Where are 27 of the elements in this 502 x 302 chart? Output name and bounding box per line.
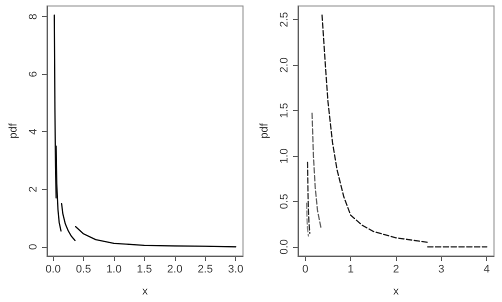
- x-axis-title: x: [142, 286, 148, 298]
- x-tick-label: 1.5: [136, 264, 152, 276]
- x-tick-label: 4: [484, 264, 490, 276]
- x-tick-label: 0.0: [45, 264, 61, 276]
- y-tick-label: 1.0: [278, 148, 290, 164]
- y-tick-label: 1.5: [278, 102, 290, 118]
- x-tick-label: 3.0: [228, 264, 244, 276]
- y-tick-label: 2: [28, 186, 40, 192]
- y-tick-label: 0: [28, 244, 40, 250]
- y-tick-label: 6: [28, 71, 40, 78]
- x-tick-label: 0.5: [76, 264, 92, 276]
- y-tick-label: 8: [28, 14, 40, 20]
- x-tick-label: 2: [392, 264, 400, 276]
- y-tick-label: 0.0: [278, 239, 290, 255]
- x-tick-label: 1.0: [106, 264, 122, 276]
- y-tick-label: 4: [28, 128, 40, 135]
- y-tick-label: 2.0: [278, 57, 290, 73]
- x-tick-label: 2.5: [198, 264, 213, 276]
- x-tick-label: 2.0: [167, 264, 182, 276]
- y-tick-label: 0.5: [278, 194, 290, 210]
- y-axis-title: pdf: [8, 122, 20, 139]
- y-tick-label: 2.5: [278, 12, 290, 28]
- x-tick-label: 0: [302, 264, 308, 276]
- x-axis-title: x: [393, 286, 400, 298]
- x-tick-label: 1: [348, 264, 354, 276]
- y-axis-title: pdf: [258, 122, 270, 139]
- x-tick-label: 3: [438, 264, 444, 276]
